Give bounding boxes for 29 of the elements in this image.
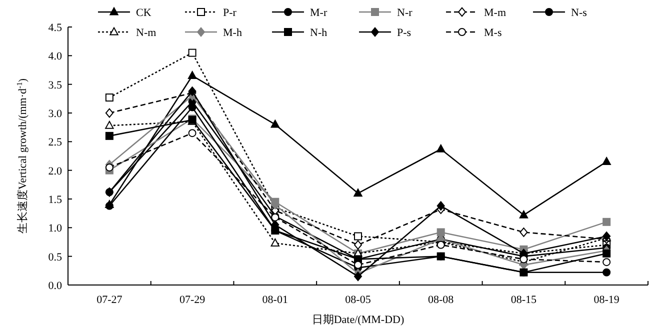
legend-label: N-s bbox=[571, 7, 587, 19]
legend-label: N-m bbox=[136, 27, 157, 39]
y-tick-label: 0.0 bbox=[48, 280, 62, 292]
legend-label: N-r bbox=[397, 7, 413, 19]
legend-label: M-h bbox=[223, 27, 242, 39]
legend-label: M-m bbox=[484, 7, 506, 19]
x-axis-title: 日期Date/(MM-DD) bbox=[312, 314, 404, 326]
x-tick-label: 08-05 bbox=[345, 294, 372, 306]
y-tick-label: 2.5 bbox=[48, 136, 62, 149]
y-tick-label: 3.5 bbox=[48, 79, 62, 92]
legend-label: M-r bbox=[310, 7, 328, 19]
x-tick-label: 08-15 bbox=[510, 294, 538, 306]
x-tick-label: 08-01 bbox=[262, 294, 288, 306]
x-tick-label: 08-19 bbox=[594, 294, 620, 306]
legend-label: CK bbox=[136, 7, 152, 19]
x-tick-label: 07-29 bbox=[179, 294, 206, 306]
y-tick-label: 1.0 bbox=[48, 222, 62, 235]
y-tick-label: 1.5 bbox=[48, 194, 62, 206]
legend-label: P-s bbox=[397, 27, 412, 39]
legend-label: M-s bbox=[484, 27, 502, 39]
y-tick-label: 0.5 bbox=[48, 251, 62, 264]
y-tick-label: 3.0 bbox=[48, 108, 62, 120]
legend-label: P-r bbox=[223, 7, 237, 19]
y-tick-label: 4.5 bbox=[48, 22, 62, 34]
y-tick-label: 2.0 bbox=[48, 165, 62, 178]
x-tick-label: 07-27 bbox=[96, 294, 123, 306]
legend-label: N-h bbox=[310, 27, 328, 39]
x-tick-label: 08-08 bbox=[428, 294, 454, 306]
y-tick-label: 4.0 bbox=[48, 50, 62, 63]
